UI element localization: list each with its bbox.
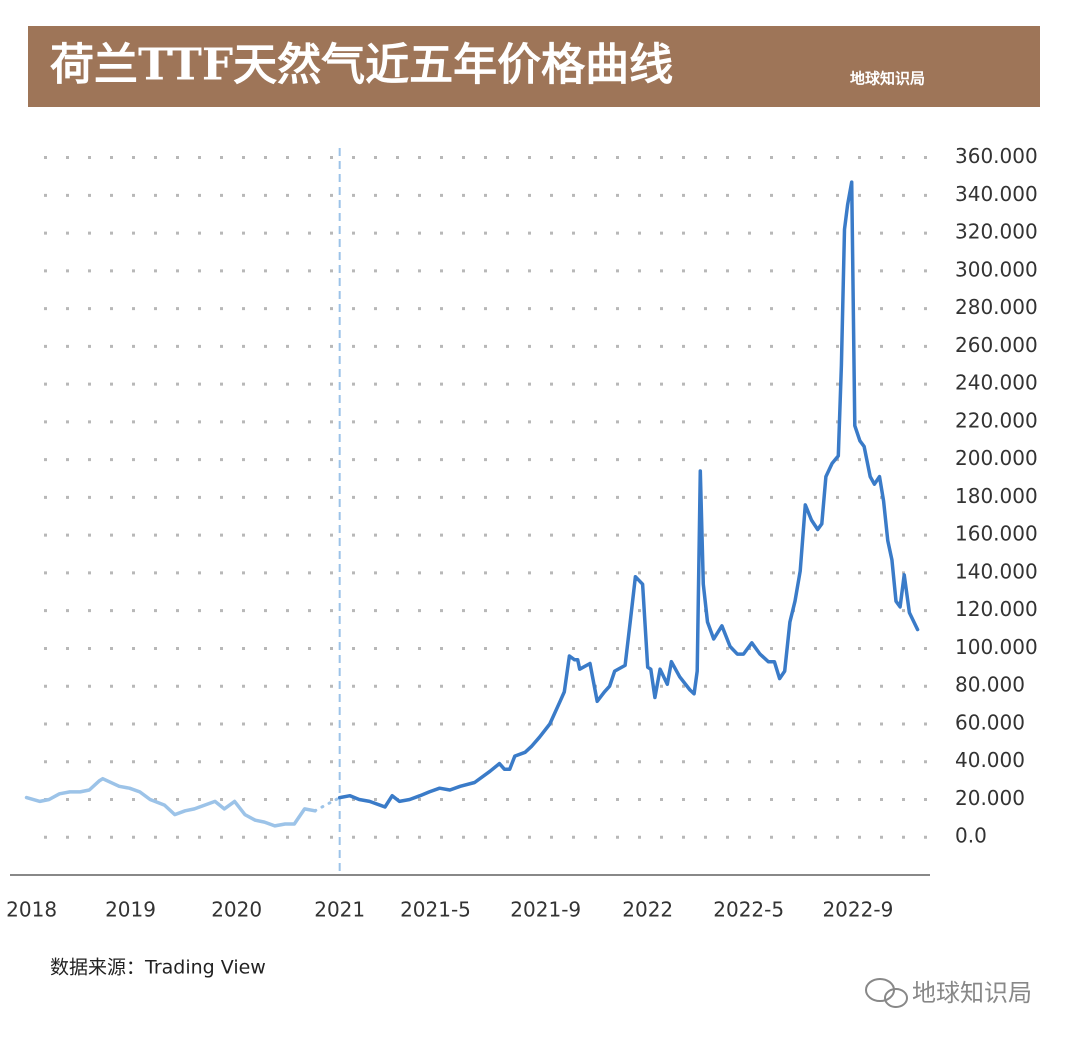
x-tick-label: 2021-9 [510, 898, 581, 922]
price-line [24, 776, 317, 828]
watermark-icon [865, 978, 908, 1008]
x-tick-label: 2020 [211, 898, 262, 922]
brand: 地球知识局 [850, 70, 925, 88]
y-tick-label: 300.000 [955, 257, 1038, 281]
y-tick-label: 40.000 [955, 748, 1025, 772]
y-tick-label: 280.000 [955, 295, 1038, 319]
watermark: 地球知识局 [912, 979, 1032, 1007]
chart-title: 荷兰TTF天然气近五年价格曲线 [50, 40, 673, 91]
y-tick-label: 0.0 [955, 824, 987, 848]
y-tick-label: 100.000 [955, 635, 1038, 659]
x-tick-label: 2019 [105, 898, 156, 922]
y-tick-label: 200.000 [955, 446, 1038, 470]
x-tick-label: 2018 [6, 898, 57, 922]
price-line [313, 796, 342, 813]
x-tick-label: 2022-5 [713, 898, 784, 922]
x-tick-label: 2022-9 [822, 898, 893, 922]
x-tick-label: 2022 [622, 898, 673, 922]
source: 数据来源：Trading View [50, 957, 266, 979]
x-tick-label: 2021-5 [400, 898, 471, 922]
y-tick-label: 360.000 [955, 144, 1038, 168]
y-tick-label: 320.000 [955, 220, 1038, 244]
price-line [337, 180, 920, 809]
y-tick-label: 140.000 [955, 559, 1038, 583]
title-bar [28, 26, 1040, 107]
y-tick-label: 120.000 [955, 597, 1038, 621]
y-tick-label: 60.000 [955, 710, 1025, 734]
y-tick-label: 220.000 [955, 408, 1038, 432]
x-tick-label: 2021 [314, 898, 365, 922]
y-tick-label: 340.000 [955, 182, 1038, 206]
y-tick-label: 20.000 [955, 786, 1025, 810]
y-tick-label: 80.000 [955, 673, 1025, 697]
y-tick-label: 180.000 [955, 484, 1038, 508]
y-tick-label: 260.000 [955, 333, 1038, 357]
y-tick-label: 240.000 [955, 371, 1038, 395]
y-tick-label: 160.000 [955, 522, 1038, 546]
